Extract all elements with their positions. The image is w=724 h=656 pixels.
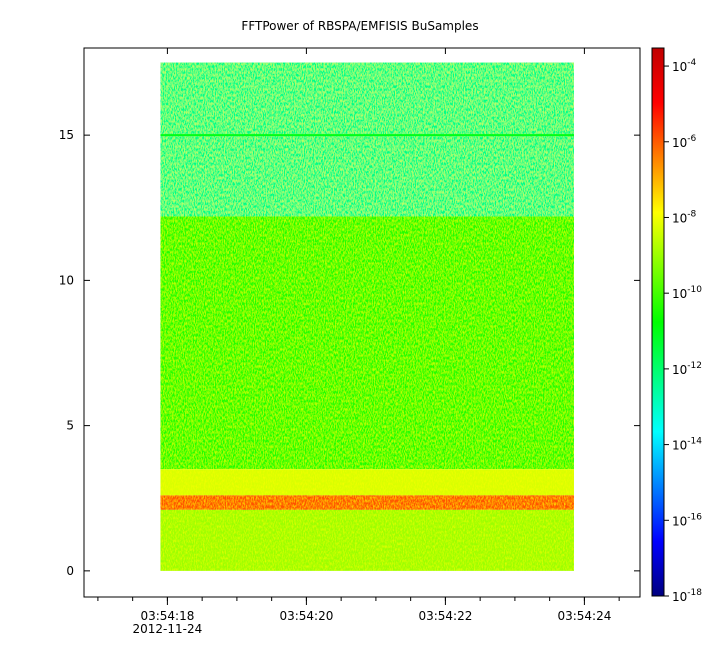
colorbar-scale [651,47,665,597]
colorbar: 10-4 10-6 10-8 10-10 10-12 10-14 10-16 10-18 [651,47,702,604]
y-tick-label: 10 [59,273,74,287]
colorbar-tick-label: 10-18 [672,588,702,604]
colorbar-tick-label: 10-10 [672,285,702,301]
spectral-band-2 [160,469,574,496]
x-tick-label: 03:54:22 [418,609,472,623]
colorbar-tick-label: 10-6 [672,134,697,150]
colorbar-tick-label: 10-12 [672,361,702,377]
spectral-band-3 [160,495,574,510]
spectral-band-4 [160,509,574,571]
x-tick-label: 03:54:20 [279,609,333,623]
spectral-band-1 [160,216,574,470]
colorbar-ticks: 10-4 10-6 10-8 10-10 10-12 10-14 10-16 10-18 [664,58,702,604]
colorbar-tick-label: 10-16 [672,512,702,528]
x-tick-date-label: 2012-11-24 [133,622,203,636]
spectrogram-image [160,62,574,571]
colorbar-tick-label: 10-14 [672,437,702,453]
y-tick-label: 5 [66,419,74,433]
x-tick-label: 03:54:18 [140,609,194,623]
colorbar-tick-label: 10-4 [672,58,697,74]
spectral-band-0 [160,62,574,217]
y-tick-label: 15 [59,128,74,142]
chart-title: FFTPower of RBSPA/EMFISIS BuSamples [241,19,478,33]
y-axis: 0 5 10 15 [59,128,640,578]
colorbar-tick-label: 10-8 [672,209,697,225]
y-tick-label: 0 [66,564,74,578]
x-tick-label: 03:54:24 [557,609,611,623]
